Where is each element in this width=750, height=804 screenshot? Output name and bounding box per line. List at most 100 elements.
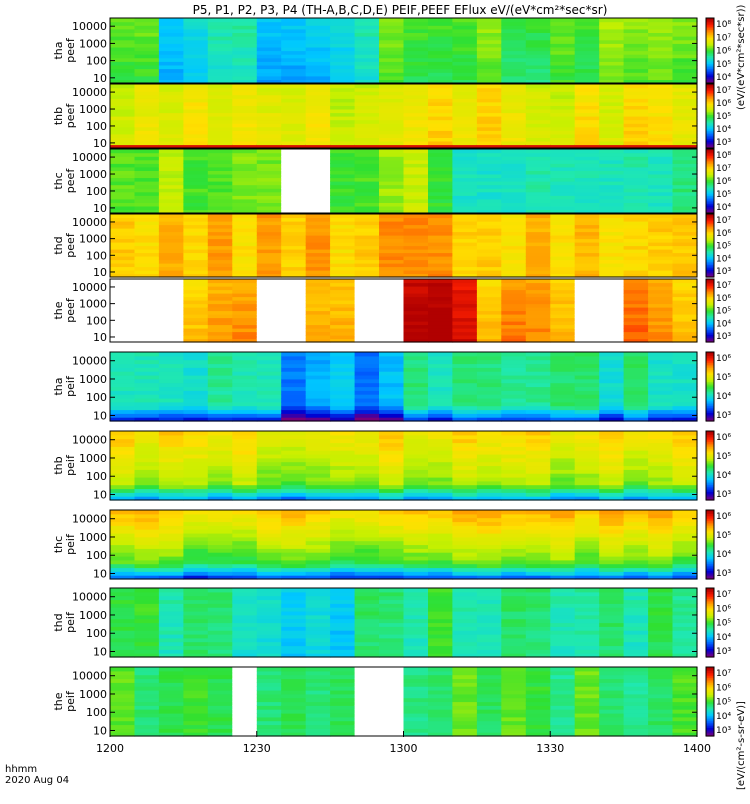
heatmap-cell (183, 202, 209, 207)
heatmap-cell (574, 188, 600, 193)
heatmap-cell (525, 637, 551, 643)
heatmap-cell (330, 355, 356, 361)
heatmap-cell (183, 630, 209, 635)
heatmap-cell (525, 228, 551, 233)
heatmap-cell (599, 300, 625, 305)
heatmap-cell (672, 54, 698, 59)
heatmap-cell (158, 214, 184, 219)
heatmap-cell (550, 202, 576, 207)
heatmap-cell (525, 571, 551, 576)
heatmap-cell (281, 442, 307, 447)
heatmap-cell (232, 270, 258, 275)
heatmap-cell (232, 43, 258, 48)
heatmap-cell (525, 36, 551, 41)
colorbar-segment (706, 610, 714, 613)
heatmap-cell (428, 525, 454, 530)
heatmap-cell (232, 209, 258, 214)
heatmap-cell (403, 224, 429, 229)
heatmap-cell (648, 137, 674, 142)
heatmap-cell (525, 259, 551, 264)
heatmap-cell (379, 607, 405, 612)
heatmap-cell (330, 228, 356, 233)
heatmap-cell (305, 667, 331, 672)
heatmap-cell (256, 149, 282, 154)
heatmap-cell (281, 101, 307, 106)
heatmap-cell (232, 303, 258, 308)
heatmap-cell (428, 588, 454, 593)
heatmap-cell (134, 170, 160, 175)
heatmap-cell (574, 84, 600, 89)
heatmap-cell (330, 188, 356, 193)
colorbar-segment (706, 376, 714, 379)
heatmap-cell (110, 488, 136, 493)
heatmap-cell (501, 159, 527, 164)
heatmap-cell (452, 36, 478, 41)
heatmap-cell (207, 603, 233, 608)
heatmap-cell (379, 64, 405, 70)
heatmap-cell (354, 461, 380, 467)
heatmap-cell (403, 75, 429, 80)
heatmap-cell (574, 152, 600, 157)
heatmap-cell (525, 454, 551, 459)
heatmap-cell (672, 682, 698, 687)
heatmap-cell (550, 21, 576, 26)
heatmap-cell (183, 513, 209, 519)
heatmap-cell (476, 713, 502, 718)
heatmap-cell (305, 690, 331, 695)
colorbar-segment (706, 297, 714, 301)
heatmap-cell (672, 713, 698, 718)
colorbar-segment (706, 117, 714, 120)
heatmap-cell (134, 686, 160, 691)
heatmap-cell (648, 720, 674, 726)
heatmap-cell (525, 214, 551, 219)
heatmap-cell (232, 693, 258, 699)
heatmap-cell (648, 101, 674, 106)
heatmap-cell (574, 317, 600, 322)
heatmap-cell (599, 156, 625, 161)
heatmap-cell (281, 36, 307, 41)
heatmap-cell (183, 119, 209, 124)
heatmap-cell (134, 72, 160, 77)
heatmap-cell (305, 552, 331, 557)
heatmap-cell (501, 209, 527, 214)
heatmap-cell (623, 170, 649, 175)
heatmap-cell (379, 588, 405, 593)
heatmap-cell (574, 68, 600, 73)
heatmap-cell (183, 375, 209, 380)
heatmap-cell (110, 363, 136, 368)
heatmap-cell (305, 630, 331, 635)
heatmap-cell (648, 634, 674, 639)
heatmap-cell (428, 202, 454, 207)
colorbar-segment (706, 100, 714, 103)
heatmap-cell (379, 282, 405, 287)
heatmap-cell (599, 173, 625, 179)
heatmap-cell (428, 130, 454, 135)
heatmap-cell (354, 469, 380, 474)
heatmap-cell (623, 728, 649, 733)
heatmap-cell (379, 54, 405, 59)
heatmap-cell (281, 293, 307, 298)
heatmap-cell (501, 480, 527, 486)
heatmap-cell (525, 398, 551, 403)
heatmap-cell (476, 263, 502, 268)
colorbar-segment (706, 73, 714, 76)
heatmap-cell (476, 556, 502, 561)
heatmap-cell (256, 352, 282, 357)
heatmap-cell (110, 567, 136, 572)
heatmap-cell (403, 645, 429, 650)
heatmap-cell (134, 457, 160, 463)
heatmap-cell (183, 152, 209, 157)
heatmap-cell (525, 61, 551, 66)
heatmap-cell (134, 678, 160, 683)
heatmap-cell (525, 525, 551, 530)
heatmap-cell (648, 477, 674, 482)
heatmap-cell (501, 496, 527, 501)
colorbar-segment (706, 160, 714, 163)
heatmap-cell (623, 461, 649, 467)
heatmap-cell (599, 591, 625, 597)
heatmap-cell (648, 517, 674, 523)
heatmap-cell (158, 454, 184, 459)
heatmap-cell (672, 235, 698, 240)
heatmap-cell (281, 457, 307, 463)
heatmap-cell (158, 544, 184, 549)
